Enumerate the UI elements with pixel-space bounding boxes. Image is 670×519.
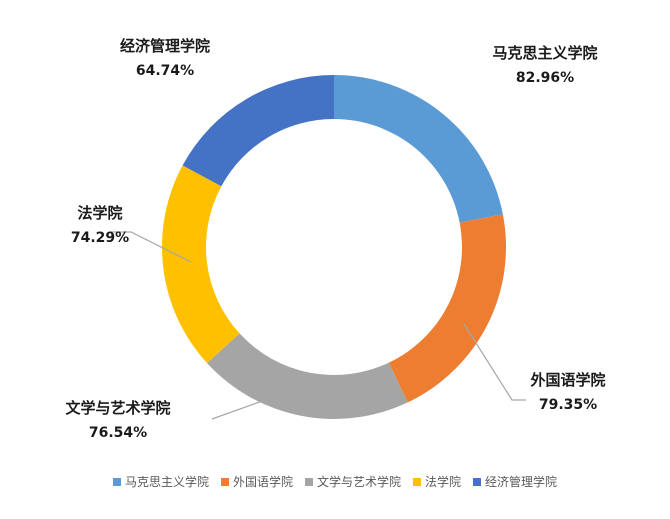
legend-item-4: 法学院 [413,473,461,490]
donut-slice-5 [182,74,334,187]
donut-slice-1 [334,75,503,223]
legend-item-3: 文学与艺术学院 [304,473,401,490]
legend-item-1: 马克思主义学院 [112,473,209,490]
leader-line-3 [211,393,313,420]
donut-slice-4 [162,165,240,364]
legend-swatch-2 [220,477,229,486]
slice-label-value-3: 76.54% [89,425,147,441]
legend-item-2: 外国语学院 [220,473,293,490]
leader-lines [110,231,526,420]
legend-label-4: 法学院 [425,475,462,489]
legend-label-1: 马克思主义学院 [124,475,209,489]
donut-slices [162,74,507,419]
legend-label-3: 文学与艺术学院 [316,475,401,489]
slice-label-value-2: 79.35% [539,397,597,413]
legend-swatch-4 [413,477,421,486]
legend-label-2: 外国语学院 [232,475,293,489]
legend-label-5: 经济管理学院 [485,475,558,489]
slice-label-name-2: 外国语学院 [529,371,605,389]
leader-line-4 [110,231,192,263]
donut-slice-3 [207,333,408,419]
slice-label-value-1: 82.96% [516,70,574,86]
slice-label-name-5: 经济管理学院 [120,37,210,55]
legend-swatch-1 [112,477,121,486]
legend-item-5: 经济管理学院 [473,473,557,490]
donut-slice-2 [388,214,507,403]
slice-label-value-5: 64.74% [136,63,194,79]
chart-legend: 马克思主义学院 外国语学院 文学与艺术学院 法学院 经济管理学院 [0,473,670,490]
legend-swatch-3 [304,477,313,486]
legend-swatch-5 [473,477,482,486]
slice-label-value-4: 74.29% [71,230,129,246]
slice-label-name-4: 法学院 [77,204,122,222]
slice-label-name-1: 马克思主义学院 [492,44,597,62]
slice-labels: 马克思主义学院 82.96% 外国语学院 79.35% 文学与艺术学院 76.54% 法学院… [65,37,605,441]
leader-line-2 [463,323,526,401]
slice-label-name-3: 文学与艺术学院 [65,399,170,417]
